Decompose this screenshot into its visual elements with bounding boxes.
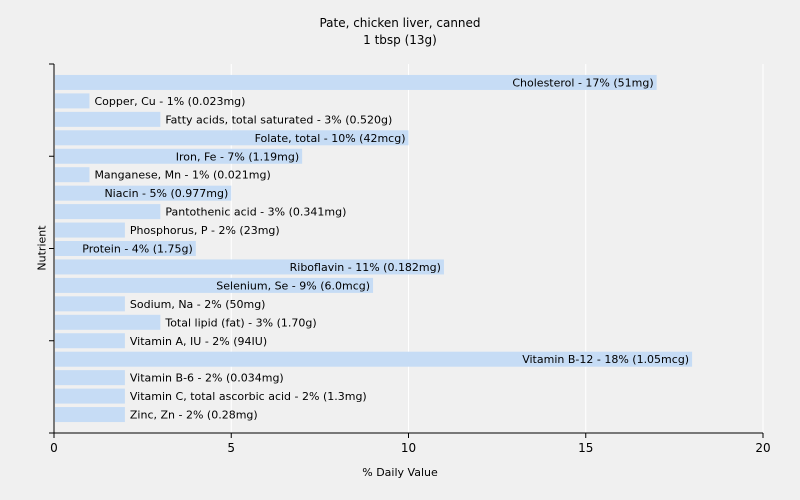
bar-label: Selenium, Se - 9% (6.0mcg) [216, 279, 370, 292]
bar-label: Niacin - 5% (0.977mg) [104, 187, 228, 200]
chart-title: Pate, chicken liver, canned [319, 16, 481, 30]
x-tick-label: 5 [227, 441, 235, 455]
x-axis-label: % Daily Value [362, 466, 438, 479]
bar-label: Vitamin A, IU - 2% (94IU) [130, 335, 267, 348]
bar-label: Folate, total - 10% (42mcg) [255, 132, 406, 145]
bar-label: Vitamin C, total ascorbic acid - 2% (1.3… [130, 390, 367, 403]
bar [55, 130, 409, 146]
bar [55, 111, 161, 127]
bar-label: Iron, Fe - 7% (1.19mg) [176, 150, 299, 163]
bar-label: Vitamin B-12 - 18% (1.05mcg) [522, 353, 689, 366]
bar-label: Protein - 4% (1.75g) [82, 243, 193, 256]
bar [55, 333, 125, 349]
bar-label: Pantothenic acid - 3% (0.341mg) [165, 206, 346, 219]
bar [55, 314, 161, 330]
bar-label: Manganese, Mn - 1% (0.021mg) [94, 169, 270, 182]
bar-label: Sodium, Na - 2% (50mg) [130, 298, 266, 311]
bar-label: Vitamin B-6 - 2% (0.034mg) [130, 372, 284, 385]
x-tick-label: 20 [755, 441, 770, 455]
bar-label: Phosphorus, P - 2% (23mg) [130, 224, 280, 237]
bar [55, 370, 125, 386]
x-tick-label: 0 [50, 441, 58, 455]
bar-label: Cholesterol - 17% (51mg) [512, 76, 653, 89]
bar [55, 277, 374, 293]
bar-label: Zinc, Zn - 2% (0.28mg) [130, 409, 258, 422]
bar [55, 93, 90, 109]
bar-label: Riboflavin - 11% (0.182mg) [290, 261, 441, 274]
bar [55, 167, 90, 183]
chart-subtitle: 1 tbsp (13g) [363, 33, 437, 47]
bar [55, 204, 161, 220]
bar [55, 351, 693, 367]
bar [55, 222, 125, 238]
bar-label: Total lipid (fat) - 3% (1.70g) [164, 316, 316, 329]
bar [55, 259, 444, 275]
bar [55, 185, 232, 201]
bar [55, 388, 125, 404]
bar [55, 241, 196, 256]
x-tick-label: 10 [401, 441, 416, 455]
bar-label: Fatty acids, total saturated - 3% (0.520… [165, 113, 392, 126]
bar [55, 74, 657, 90]
bar-label: Copper, Cu - 1% (0.023mg) [94, 95, 245, 108]
x-tick-label: 15 [578, 441, 593, 455]
bar [55, 148, 303, 164]
bar [55, 296, 125, 312]
bar [55, 407, 125, 423]
